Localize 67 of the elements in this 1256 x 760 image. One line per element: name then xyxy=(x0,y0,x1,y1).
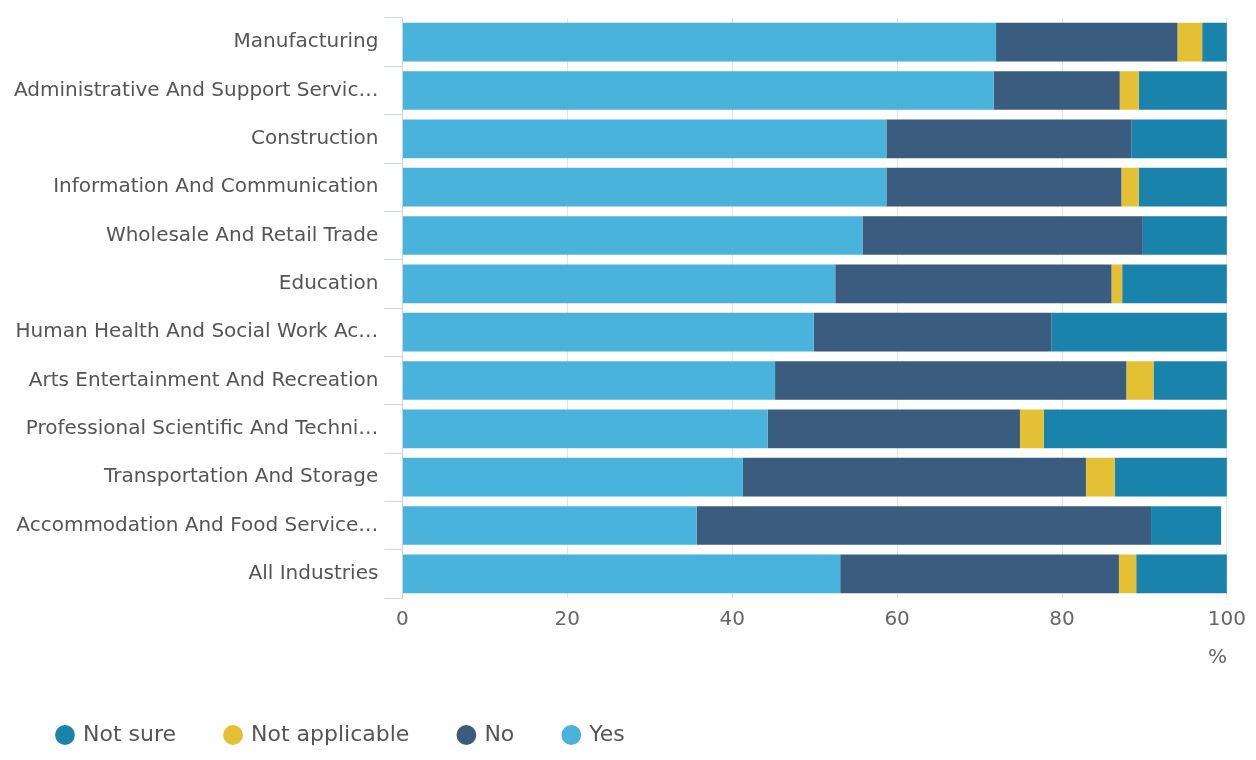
bar xyxy=(1114,457,1227,497)
y-tick-label: Professional Scientific And Techni… xyxy=(25,415,379,440)
x-tick-label: 20 xyxy=(554,606,581,631)
x-tick-label: 80 xyxy=(1049,606,1075,631)
bar xyxy=(402,216,863,255)
bar xyxy=(1151,506,1222,545)
bar xyxy=(402,361,776,400)
bar xyxy=(1138,167,1227,207)
bar xyxy=(767,409,1020,449)
bar xyxy=(1118,554,1137,594)
bar xyxy=(840,554,1119,594)
bar xyxy=(402,167,887,207)
y-tick-label: Wholesale And Retail Trade xyxy=(105,221,379,246)
bar xyxy=(1202,22,1227,62)
legend-label: No xyxy=(484,720,515,746)
bar xyxy=(1126,361,1154,400)
bar xyxy=(1138,71,1227,110)
bar xyxy=(402,457,743,497)
bar xyxy=(402,506,697,545)
bar xyxy=(886,167,1122,207)
bar xyxy=(993,71,1120,110)
bar xyxy=(1119,71,1139,110)
bar xyxy=(402,71,994,110)
legend-label: Yes xyxy=(588,720,625,746)
bar xyxy=(835,264,1112,304)
bar xyxy=(1051,312,1227,352)
bar xyxy=(1153,361,1227,400)
bar xyxy=(402,554,841,594)
bar xyxy=(402,409,768,449)
y-tick-label: Administrative And Support Servic… xyxy=(14,76,379,101)
x-tick-label: 100 xyxy=(1207,606,1247,631)
x-tick-label: 40 xyxy=(719,606,745,631)
y-tick-label: Accommodation And Food Service… xyxy=(16,511,379,536)
y-tick-label: Education xyxy=(278,270,379,295)
x-axis-title: % xyxy=(1207,644,1227,669)
bar xyxy=(1177,22,1203,62)
bar xyxy=(1085,457,1115,497)
bar xyxy=(742,457,1086,497)
x-tick-label: 60 xyxy=(884,606,910,631)
bar xyxy=(1121,167,1139,207)
y-tick-label: Information And Communication xyxy=(53,173,379,198)
bar xyxy=(1131,119,1227,159)
y-tick-label: Construction xyxy=(251,125,379,150)
y-tick-label: All Industries xyxy=(248,560,379,585)
legend-label: Not applicable xyxy=(251,720,410,746)
y-tick-label: Arts Entertainment And Recreation xyxy=(28,366,379,391)
bar xyxy=(1122,264,1227,304)
bar xyxy=(1019,409,1044,449)
bar xyxy=(886,119,1132,159)
bar xyxy=(1136,554,1227,594)
y-tick-label: Transportation And Storage xyxy=(102,463,379,488)
bar xyxy=(402,22,997,62)
bar xyxy=(1111,264,1123,304)
bar xyxy=(775,361,1127,400)
bar xyxy=(402,264,836,304)
x-tick-label: 0 xyxy=(396,606,409,631)
legend-label: Not sure xyxy=(83,720,177,746)
bar xyxy=(696,506,1152,545)
y-tick-label: Manufacturing xyxy=(233,28,379,53)
bar xyxy=(813,312,1052,352)
bar xyxy=(1043,409,1227,449)
y-tick-label: Human Health And Social Work Ac… xyxy=(15,318,379,343)
bar xyxy=(996,22,1178,62)
bar xyxy=(1142,216,1227,255)
bar xyxy=(862,216,1143,255)
bar xyxy=(402,312,814,352)
bar xyxy=(402,119,887,159)
